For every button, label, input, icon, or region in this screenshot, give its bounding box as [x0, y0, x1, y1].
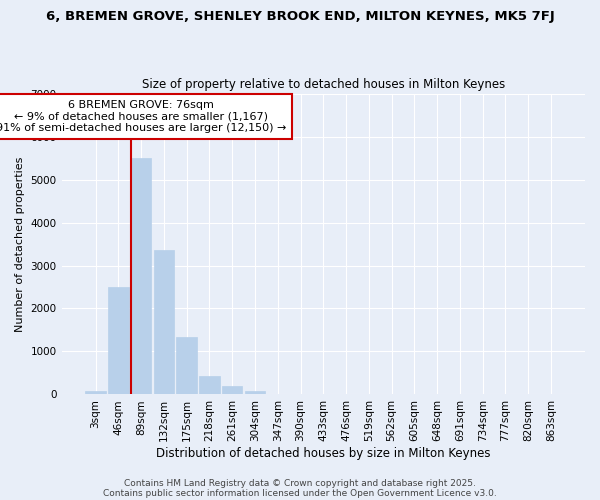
Text: 6 BREMEN GROVE: 76sqm
← 9% of detached houses are smaller (1,167)
91% of semi-de: 6 BREMEN GROVE: 76sqm ← 9% of detached h…: [0, 100, 286, 133]
Bar: [199, 376, 220, 394]
Text: 6, BREMEN GROVE, SHENLEY BROOK END, MILTON KEYNES, MK5 7FJ: 6, BREMEN GROVE, SHENLEY BROOK END, MILT…: [46, 10, 554, 23]
X-axis label: Distribution of detached houses by size in Milton Keynes: Distribution of detached houses by size …: [156, 447, 491, 460]
Bar: [222, 386, 242, 394]
Bar: [154, 250, 174, 394]
Bar: [131, 158, 151, 394]
Bar: [245, 391, 265, 394]
Title: Size of property relative to detached houses in Milton Keynes: Size of property relative to detached ho…: [142, 78, 505, 91]
Bar: [108, 287, 128, 395]
Y-axis label: Number of detached properties: Number of detached properties: [15, 156, 25, 332]
Bar: [85, 391, 106, 394]
Text: Contains HM Land Registry data © Crown copyright and database right 2025.: Contains HM Land Registry data © Crown c…: [124, 478, 476, 488]
Text: Contains public sector information licensed under the Open Government Licence v3: Contains public sector information licen…: [103, 488, 497, 498]
Bar: [176, 338, 197, 394]
